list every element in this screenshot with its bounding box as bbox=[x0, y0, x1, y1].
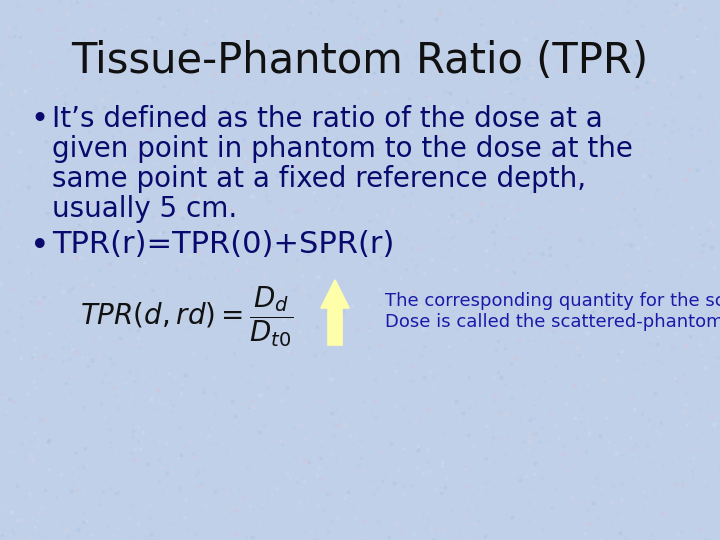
Text: Tissue-Phantom Ratio (TPR): Tissue-Phantom Ratio (TPR) bbox=[71, 40, 649, 82]
Text: •: • bbox=[30, 105, 48, 134]
Text: given point in phantom to the dose at the: given point in phantom to the dose at th… bbox=[52, 135, 633, 163]
Text: The corresponding quantity for the scattered
Dose is called the scattered-phanto: The corresponding quantity for the scatt… bbox=[385, 292, 720, 331]
Text: same point at a fixed reference depth,: same point at a fixed reference depth, bbox=[52, 165, 586, 193]
Text: TPR(r)=TPR(0)+SPR(r): TPR(r)=TPR(0)+SPR(r) bbox=[52, 230, 395, 259]
Text: usually 5 cm.: usually 5 cm. bbox=[52, 195, 238, 223]
Text: $TPR(d,rd) = \dfrac{D_d}{D_{t0}}$: $TPR(d,rd) = \dfrac{D_d}{D_{t0}}$ bbox=[80, 285, 294, 349]
Text: It’s defined as the ratio of the dose at a: It’s defined as the ratio of the dose at… bbox=[52, 105, 603, 133]
FancyArrow shape bbox=[321, 280, 349, 345]
Text: •: • bbox=[30, 230, 50, 263]
